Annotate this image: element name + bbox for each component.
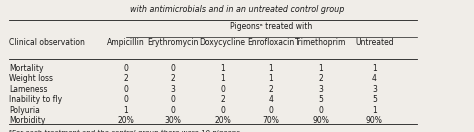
Text: Morbidity: Morbidity <box>9 116 46 125</box>
Text: 4: 4 <box>268 95 273 104</box>
Text: 1: 1 <box>372 106 377 115</box>
Text: 1: 1 <box>123 106 128 115</box>
Text: 0: 0 <box>123 64 128 73</box>
Text: with antimicrobials and in an untreated control group: with antimicrobials and in an untreated … <box>130 4 344 14</box>
Text: 5: 5 <box>318 95 323 104</box>
Text: 0: 0 <box>268 106 273 115</box>
Text: 1: 1 <box>268 74 273 84</box>
Text: 3: 3 <box>171 85 176 94</box>
Text: 5: 5 <box>372 95 377 104</box>
Text: 1: 1 <box>268 64 273 73</box>
Text: 0: 0 <box>171 95 176 104</box>
Text: 0: 0 <box>318 106 323 115</box>
Text: ᵃFor each treatment and the control group there were 10 pigeons.: ᵃFor each treatment and the control grou… <box>9 130 243 132</box>
Text: 3: 3 <box>372 85 377 94</box>
Text: 1: 1 <box>372 64 377 73</box>
Text: 1: 1 <box>319 64 323 73</box>
Text: Trimethoprim: Trimethoprim <box>295 38 346 47</box>
Text: 70%: 70% <box>262 116 279 125</box>
Text: Doxycycline: Doxycycline <box>200 38 246 47</box>
Text: 1: 1 <box>220 64 225 73</box>
Text: Inability to fly: Inability to fly <box>9 95 63 104</box>
Text: 0: 0 <box>123 85 128 94</box>
Text: 0: 0 <box>171 64 176 73</box>
Text: Erythromycin: Erythromycin <box>147 38 199 47</box>
Text: 0: 0 <box>123 95 128 104</box>
Text: Lameness: Lameness <box>9 85 48 94</box>
Text: Weight loss: Weight loss <box>9 74 54 84</box>
Text: 0: 0 <box>220 85 225 94</box>
Text: 90%: 90% <box>366 116 383 125</box>
Text: 2: 2 <box>220 95 225 104</box>
Text: 20%: 20% <box>214 116 231 125</box>
Text: Pigeonsᵃ treated with: Pigeonsᵃ treated with <box>230 22 312 31</box>
Text: 3: 3 <box>318 85 323 94</box>
Text: 30%: 30% <box>165 116 182 125</box>
Text: Polyuria: Polyuria <box>9 106 40 115</box>
Text: 1: 1 <box>220 74 225 84</box>
Text: Untreated: Untreated <box>355 38 394 47</box>
Text: 20%: 20% <box>117 116 134 125</box>
Text: 90%: 90% <box>312 116 329 125</box>
Text: 2: 2 <box>319 74 323 84</box>
Text: 4: 4 <box>372 74 377 84</box>
Text: Ampicillin: Ampicillin <box>107 38 145 47</box>
Text: Clinical observation: Clinical observation <box>9 38 85 47</box>
Text: Mortality: Mortality <box>9 64 44 73</box>
Text: 2: 2 <box>171 74 176 84</box>
Text: 2: 2 <box>268 85 273 94</box>
Text: 2: 2 <box>123 74 128 84</box>
Text: 0: 0 <box>220 106 225 115</box>
Text: 0: 0 <box>171 106 176 115</box>
Text: Enrofloxacin: Enrofloxacin <box>247 38 294 47</box>
